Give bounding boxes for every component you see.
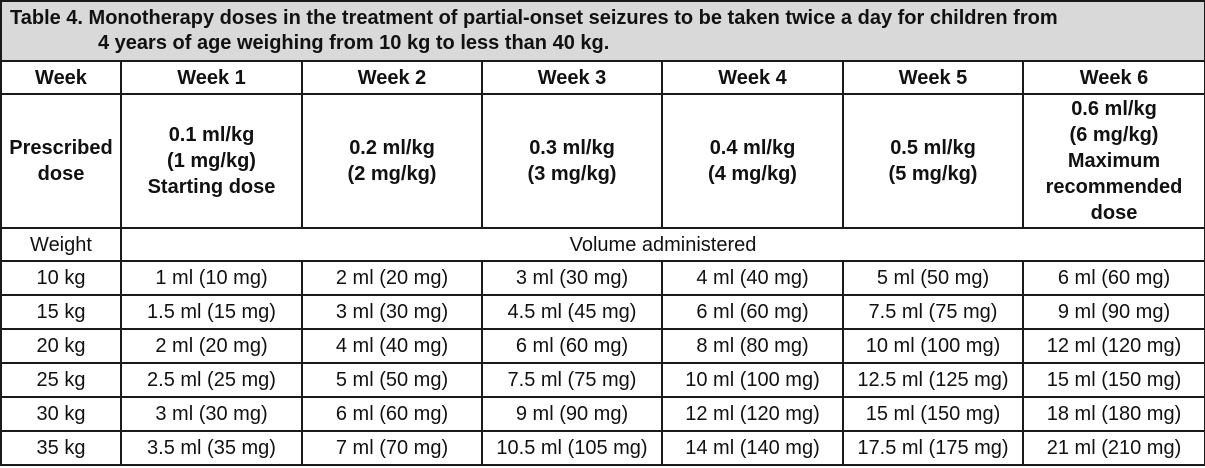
volume-cell: 8 ml (80 mg) bbox=[661, 328, 844, 364]
weight-column-header: Weight bbox=[0, 227, 122, 262]
week-header-6: Week 6 bbox=[1022, 60, 1205, 95]
volume-cell: 10 ml (100 mg) bbox=[661, 362, 844, 398]
week-header-row: Week Week 1 Week 2 Week 3 Week 4 Week 5 … bbox=[0, 60, 1205, 95]
volume-cell: 15 ml (150 mg) bbox=[1022, 362, 1205, 398]
dose-line: (1 mg/kg) bbox=[167, 150, 256, 172]
dose-line: (5 mg/kg) bbox=[888, 163, 978, 185]
volume-cell: 7 ml (70 mg) bbox=[301, 430, 483, 466]
dose-line: 0.2 ml/kg bbox=[349, 137, 435, 159]
dose-line: Maximum bbox=[1067, 150, 1161, 172]
table-row: 30 kg 3 ml (30 mg) 6 ml (60 mg) 9 ml (90… bbox=[0, 396, 1205, 432]
weight-cell: 15 kg bbox=[0, 294, 122, 330]
volume-cell: 12.5 ml (125 mg) bbox=[842, 362, 1024, 398]
table-row: 15 kg 1.5 ml (15 mg) 3 ml (30 mg) 4.5 ml… bbox=[0, 294, 1205, 330]
volume-cell: 10 ml (100 mg) bbox=[842, 328, 1024, 364]
dose-line: dose bbox=[1090, 202, 1138, 224]
dose-line: 0.5 ml/kg bbox=[890, 137, 976, 159]
volume-cell: 12 ml (120 mg) bbox=[661, 396, 844, 432]
volume-cell: 3 ml (30 mg) bbox=[481, 260, 663, 296]
volume-cell: 5 ml (50 mg) bbox=[301, 362, 483, 398]
dose-line: (6 mg/kg) bbox=[1069, 124, 1159, 146]
volume-cell: 6 ml (60 mg) bbox=[661, 294, 844, 330]
volume-cell: 6 ml (60 mg) bbox=[481, 328, 663, 364]
weight-cell: 30 kg bbox=[0, 396, 122, 432]
volume-cell: 15 ml (150 mg) bbox=[842, 396, 1024, 432]
week-header-3: Week 3 bbox=[481, 60, 663, 95]
volume-cell: 9 ml (90 mg) bbox=[1022, 294, 1205, 330]
dose-week-4: 0.4 ml/kg (4 mg/kg) bbox=[661, 93, 844, 229]
dose-line: 0.6 ml/kg bbox=[1071, 98, 1157, 120]
dose-week-2: 0.2 ml/kg (2 mg/kg) bbox=[301, 93, 483, 229]
volume-cell: 7.5 ml (75 mg) bbox=[842, 294, 1024, 330]
dose-line: (2 mg/kg) bbox=[347, 163, 437, 185]
week-row-label: Week bbox=[0, 60, 122, 95]
prescribed-label-line-1: Prescribed bbox=[9, 137, 113, 159]
volume-cell: 4 ml (40 mg) bbox=[301, 328, 483, 364]
volume-cell: 6 ml (60 mg) bbox=[301, 396, 483, 432]
dose-line: recommended bbox=[1045, 176, 1183, 198]
volume-cell: 6 ml (60 mg) bbox=[1022, 260, 1205, 296]
dose-week-1: 0.1 ml/kg (1 mg/kg) Starting dose bbox=[120, 93, 303, 229]
table-row: 10 kg 1 ml (10 mg) 2 ml (20 mg) 3 ml (30… bbox=[0, 260, 1205, 296]
dose-line: 0.1 ml/kg bbox=[168, 124, 255, 146]
dose-line: (3 mg/kg) bbox=[527, 163, 617, 185]
volume-cell: 14 ml (140 mg) bbox=[661, 430, 844, 466]
table-row: 25 kg 2.5 ml (25 mg) 5 ml (50 mg) 7.5 ml… bbox=[0, 362, 1205, 398]
volume-cell: 2 ml (20 mg) bbox=[120, 328, 303, 364]
volume-cell: 3 ml (30 mg) bbox=[301, 294, 483, 330]
week-header-4: Week 4 bbox=[661, 60, 844, 95]
caption-line-1: Table 4. Monotherapy doses in the treatm… bbox=[10, 7, 1058, 29]
volume-cell: 2.5 ml (25 mg) bbox=[120, 362, 303, 398]
table-row: 20 kg 2 ml (20 mg) 4 ml (40 mg) 6 ml (60… bbox=[0, 328, 1205, 364]
prescribed-dose-row: Prescribed dose 0.1 ml/kg (1 mg/kg) Star… bbox=[0, 93, 1205, 229]
weight-cell: 10 kg bbox=[0, 260, 122, 296]
table-caption: Table 4. Monotherapy doses in the treatm… bbox=[0, 0, 1205, 62]
volume-cell: 10.5 ml (105 mg) bbox=[481, 430, 663, 466]
volume-administered-header: Volume administered bbox=[120, 227, 1205, 262]
volume-cell: 2 ml (20 mg) bbox=[301, 260, 483, 296]
volume-cell: 4.5 ml (45 mg) bbox=[481, 294, 663, 330]
week-header-1: Week 1 bbox=[120, 60, 303, 95]
caption-row: Table 4. Monotherapy doses in the treatm… bbox=[0, 0, 1205, 62]
caption-line-2: 4 years of age weighing from 10 kg to le… bbox=[98, 32, 610, 54]
volume-cell: 7.5 ml (75 mg) bbox=[481, 362, 663, 398]
dose-line: (4 mg/kg) bbox=[708, 163, 797, 185]
dose-week-3: 0.3 ml/kg (3 mg/kg) bbox=[481, 93, 663, 229]
dose-week-6: 0.6 ml/kg (6 mg/kg) Maximum recommended … bbox=[1022, 93, 1205, 229]
dose-line: 0.3 ml/kg bbox=[529, 137, 615, 159]
volume-cell: 5 ml (50 mg) bbox=[842, 260, 1024, 296]
volume-cell: 12 ml (120 mg) bbox=[1022, 328, 1205, 364]
volume-cell: 1 ml (10 mg) bbox=[120, 260, 303, 296]
dose-line: 0.4 ml/kg bbox=[709, 137, 796, 159]
dose-week-5: 0.5 ml/kg (5 mg/kg) bbox=[842, 93, 1024, 229]
prescribed-dose-label: Prescribed dose bbox=[0, 93, 122, 229]
table-row: 35 kg 3.5 ml (35 mg) 7 ml (70 mg) 10.5 m… bbox=[0, 430, 1205, 466]
prescribed-label-line-2: dose bbox=[37, 163, 85, 185]
week-header-5: Week 5 bbox=[842, 60, 1024, 95]
volume-cell: 4 ml (40 mg) bbox=[661, 260, 844, 296]
week-header-2: Week 2 bbox=[301, 60, 483, 95]
volume-cell: 9 ml (90 mg) bbox=[481, 396, 663, 432]
volume-cell: 1.5 ml (15 mg) bbox=[120, 294, 303, 330]
volume-cell: 17.5 ml (175 mg) bbox=[842, 430, 1024, 466]
weight-cell: 25 kg bbox=[0, 362, 122, 398]
weight-cell: 20 kg bbox=[0, 328, 122, 364]
volume-cell: 3 ml (30 mg) bbox=[120, 396, 303, 432]
volume-cell: 18 ml (180 mg) bbox=[1022, 396, 1205, 432]
volume-cell: 21 ml (210 mg) bbox=[1022, 430, 1205, 466]
volume-cell: 3.5 ml (35 mg) bbox=[120, 430, 303, 466]
weight-cell: 35 kg bbox=[0, 430, 122, 466]
weight-subheader-row: Weight Volume administered bbox=[0, 227, 1205, 262]
dose-line: Starting dose bbox=[147, 176, 276, 198]
